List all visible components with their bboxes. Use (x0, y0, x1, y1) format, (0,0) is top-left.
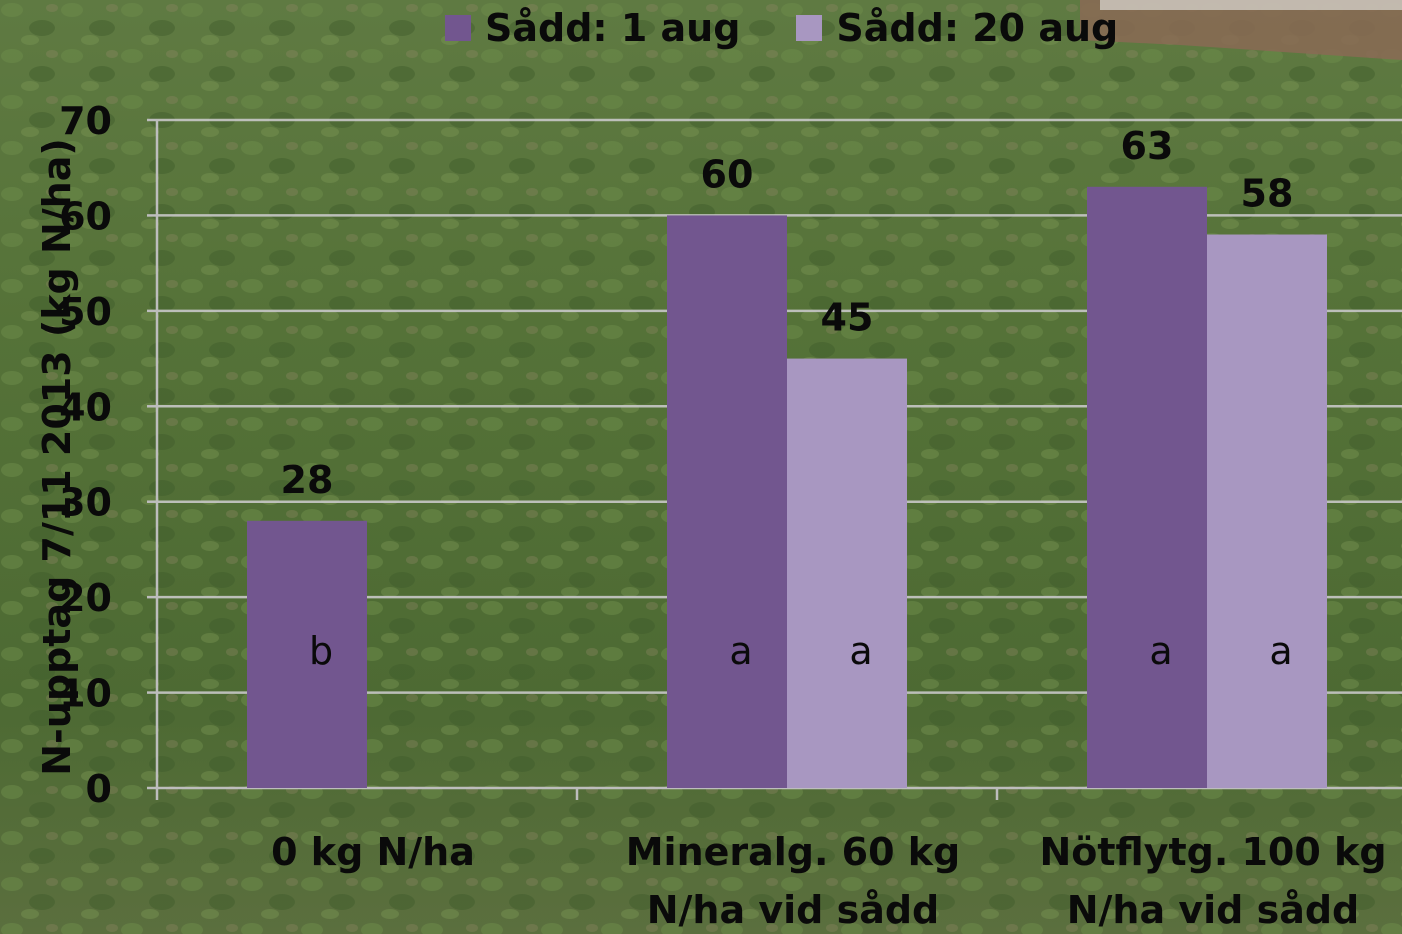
data-label: 60 (701, 152, 754, 196)
legend-item-series-2: Sådd: 20 aug (796, 6, 1118, 50)
data-label: 63 (1121, 124, 1174, 168)
legend: Sådd: 1 aug Sådd: 20 aug (445, 6, 1174, 50)
significance-letter: a (729, 629, 752, 673)
y-tick-label: 50 (59, 290, 112, 334)
data-label: 45 (821, 296, 874, 340)
labels: 28 b 0 kg N/ha 60 a 45 a Mineralg. 60 kg N/ha vi… (271, 124, 1386, 932)
y-axis-title: N-upptag 7/11 2013 (kg N/ha) (35, 138, 79, 776)
legend-swatch-series-2 (796, 15, 823, 41)
data-label: 28 (281, 458, 334, 502)
significance-letter: b (309, 629, 333, 673)
bars (247, 186, 1327, 789)
y-tick-label: 70 (59, 99, 112, 143)
y-tick-label: 30 (59, 481, 112, 525)
bar (247, 520, 367, 788)
legend-label-series-1: Sådd: 1 aug (485, 6, 741, 50)
y-tick-label: 20 (59, 576, 112, 620)
x-category-label: Mineralg. 60 kg (626, 830, 961, 874)
y-tick-label: 60 (59, 194, 112, 238)
x-category-label: Nötflytg. 100 kg (1039, 830, 1386, 874)
bar (1087, 186, 1207, 789)
y-tick-label: 0 (86, 767, 112, 811)
bar (787, 358, 907, 788)
bar (667, 215, 787, 788)
y-tick-label: 10 (59, 672, 112, 716)
x-category-label: N/ha vid sådd (1067, 888, 1360, 932)
axes: 0 10 20 30 40 50 60 70 (59, 99, 1402, 811)
legend-swatch-series-1 (445, 15, 471, 41)
bar (1207, 234, 1327, 788)
significance-letter: a (849, 629, 872, 673)
significance-letter: a (1149, 629, 1172, 673)
x-category-label: 0 kg N/ha (271, 830, 475, 874)
significance-letter: a (1269, 629, 1292, 673)
legend-item-series-1: Sådd: 1 aug (445, 6, 740, 50)
legend-label-series-2: Sådd: 20 aug (836, 6, 1119, 50)
x-category-label: N/ha vid sådd (647, 888, 940, 932)
data-label: 58 (1241, 172, 1294, 216)
y-tick-label: 40 (59, 385, 112, 429)
